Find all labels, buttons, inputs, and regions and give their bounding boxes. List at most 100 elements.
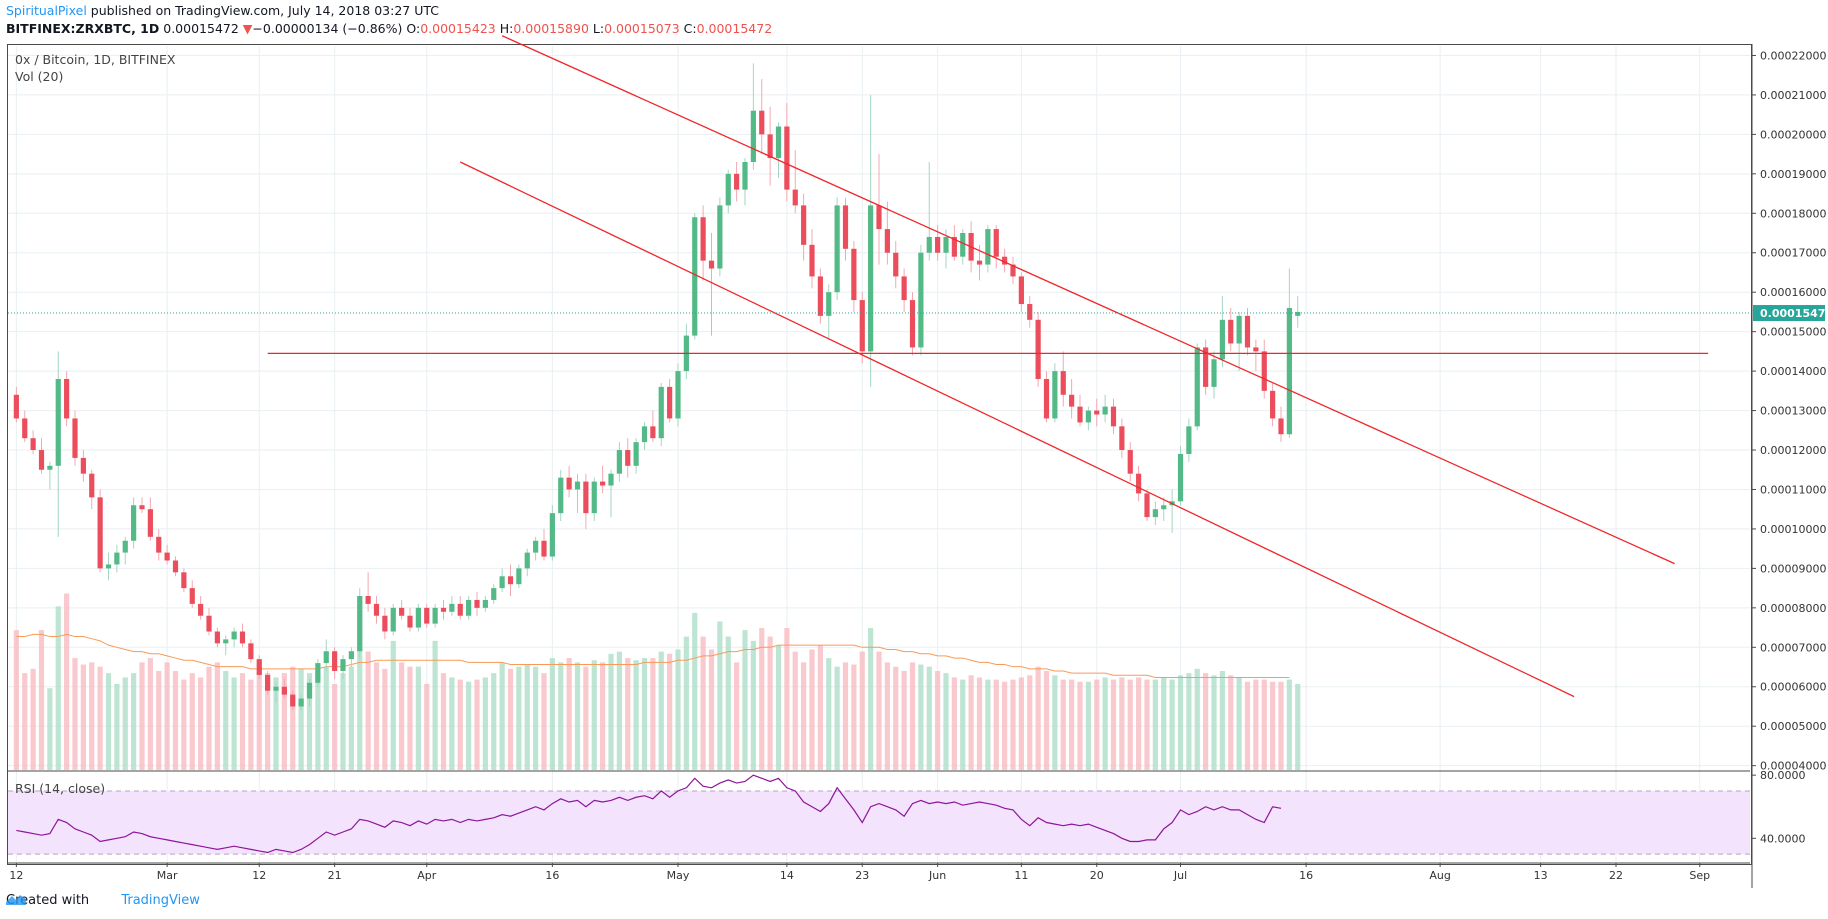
candle — [382, 607, 388, 640]
candle-body — [30, 438, 36, 451]
candle-body — [893, 252, 899, 277]
candle — [1295, 296, 1301, 328]
candle — [834, 197, 840, 301]
candle — [231, 627, 237, 648]
candle — [1261, 339, 1267, 399]
candle-body — [1069, 394, 1075, 407]
candle-body — [1060, 371, 1066, 395]
candle — [750, 63, 756, 170]
close-label: C: — [683, 21, 697, 36]
candle-body — [424, 607, 430, 624]
candle — [281, 678, 287, 699]
candle — [315, 659, 321, 687]
candle-body — [1211, 359, 1217, 387]
candle — [1278, 406, 1284, 443]
candle-body — [357, 596, 363, 652]
volume-bar — [147, 658, 153, 770]
candle — [399, 599, 405, 620]
volume-bar — [1119, 677, 1125, 770]
volume-bar — [256, 666, 262, 770]
candle-body — [1295, 311, 1301, 316]
candle-body — [935, 236, 941, 253]
candle-body — [708, 260, 715, 269]
candle-body — [625, 450, 631, 466]
volume-bar — [189, 673, 195, 770]
author-link[interactable]: SpiritualPixel — [6, 3, 87, 18]
candle-body — [943, 236, 949, 253]
volume-bar — [30, 668, 36, 770]
price-axis: 0.00022000 0.00021000 0.00020000 0.00019000… — [1752, 49, 1828, 845]
volume-bar — [524, 664, 530, 770]
candle-body — [273, 686, 279, 691]
volume-bar — [499, 662, 505, 770]
candle — [759, 79, 765, 155]
volume-bar — [214, 662, 220, 770]
trendlines — [267, 35, 1709, 698]
volume-bar — [1060, 679, 1066, 770]
volume-bar — [1211, 675, 1217, 770]
candle-body — [315, 663, 321, 683]
volume-bar — [432, 640, 438, 770]
volume-bar — [206, 666, 212, 770]
volume-label: Vol (20) — [15, 69, 63, 84]
candle-body — [759, 110, 765, 135]
trendline — [501, 35, 1675, 565]
candle — [951, 225, 957, 261]
candle-body — [767, 134, 773, 159]
candle — [348, 647, 354, 668]
candle-body — [507, 576, 514, 585]
candle — [1102, 394, 1108, 423]
volume-bar — [1127, 679, 1133, 770]
candle-body — [868, 205, 874, 352]
candle-body — [415, 607, 421, 628]
candle-body — [499, 576, 505, 589]
candle — [817, 268, 823, 324]
volume-bar — [290, 666, 296, 770]
volume-bar — [1177, 675, 1184, 770]
volume-bar — [315, 670, 321, 770]
candle — [239, 623, 246, 648]
candle — [641, 422, 648, 451]
candle — [373, 596, 380, 624]
candle — [524, 548, 530, 577]
candle-body — [834, 205, 840, 293]
volume-bar — [943, 673, 949, 770]
candle-body — [918, 252, 924, 348]
candle — [985, 225, 991, 273]
volume-bar — [658, 651, 664, 770]
candle-body — [658, 386, 664, 439]
volume-bar — [683, 636, 689, 770]
candle-body — [189, 588, 195, 604]
candle — [708, 233, 715, 336]
volume-bar — [89, 662, 95, 770]
candle-body — [859, 300, 865, 352]
candle — [1027, 296, 1033, 328]
candle-body — [64, 379, 70, 419]
volume-bar — [198, 677, 204, 770]
volume-bar — [993, 679, 999, 770]
candle — [89, 469, 95, 510]
candle — [105, 552, 112, 581]
time-tick-label: 16 — [1299, 869, 1313, 882]
price-tick-label: 0.00004000 — [1760, 760, 1826, 773]
candle — [156, 528, 162, 561]
candle-body — [884, 229, 890, 253]
last-price-badge: 0.00015472 — [1753, 305, 1828, 322]
high-value: 0.00015890 — [513, 21, 589, 36]
candle — [97, 489, 103, 573]
volume-bar — [181, 679, 187, 770]
candle-body — [399, 607, 405, 616]
candle — [859, 292, 865, 364]
candle-body — [1244, 315, 1251, 348]
volume-bar — [281, 673, 287, 770]
candle — [1077, 394, 1083, 427]
volume-bar — [1043, 670, 1050, 770]
candle — [675, 363, 681, 427]
ohlc-bar: BITFINEX:ZRXBTC, 1D 0.00015472 ▼−0.00000… — [6, 21, 772, 36]
tradingview-link[interactable]: TradingView — [121, 893, 200, 908]
candle — [265, 670, 271, 695]
candle — [1203, 339, 1209, 395]
candle-body — [131, 505, 137, 541]
candle-body — [1286, 307, 1292, 435]
